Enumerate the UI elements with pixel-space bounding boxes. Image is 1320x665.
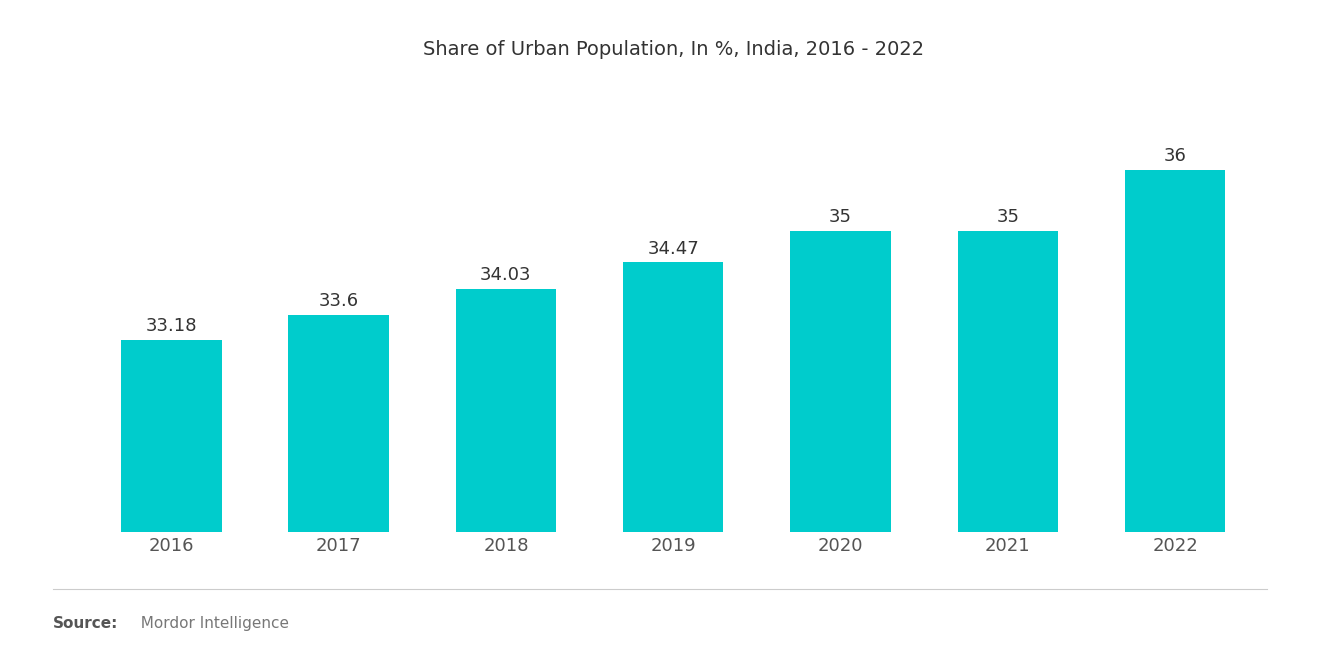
Bar [791, 231, 891, 665]
Title: Share of Urban Population, In %, India, 2016 - 2022: Share of Urban Population, In %, India, … [422, 40, 924, 59]
Text: Source:: Source: [53, 616, 119, 632]
Bar [623, 263, 723, 665]
Text: Mordor Intelligence: Mordor Intelligence [131, 616, 289, 632]
Text: 35: 35 [997, 207, 1019, 225]
Bar [455, 289, 556, 665]
Bar [957, 231, 1057, 665]
Text: 34.03: 34.03 [480, 266, 532, 284]
Bar [289, 315, 389, 665]
Text: 34.47: 34.47 [647, 239, 700, 257]
Text: 35: 35 [829, 207, 851, 225]
Text: 33.6: 33.6 [318, 292, 359, 310]
Text: 33.18: 33.18 [145, 317, 197, 335]
Bar [121, 340, 222, 665]
Bar [1125, 170, 1225, 665]
Text: 36: 36 [1164, 148, 1187, 166]
